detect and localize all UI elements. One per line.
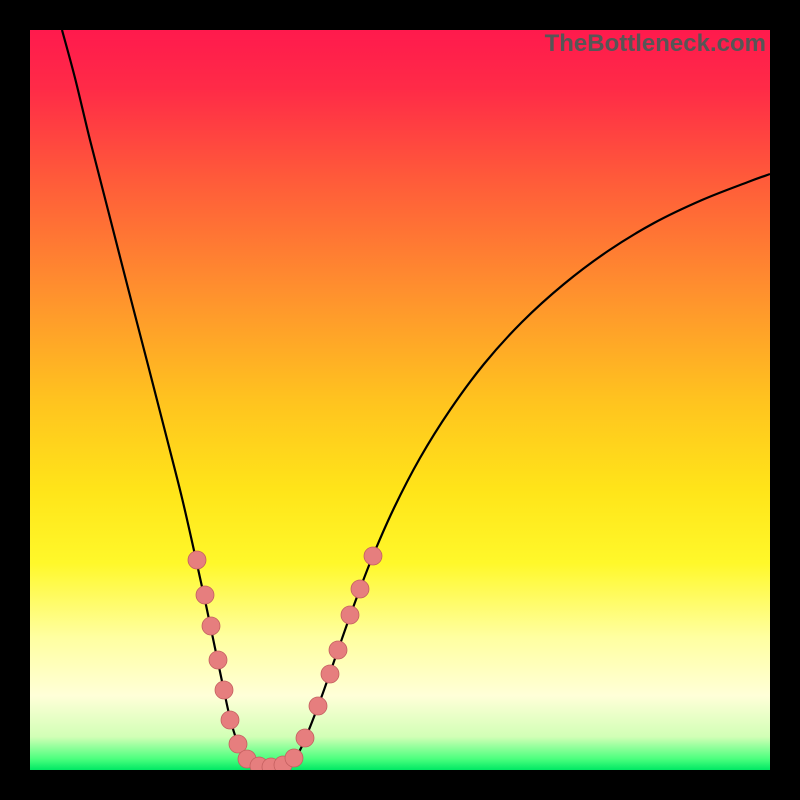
data-marker: [209, 651, 227, 669]
chart-svg: [30, 30, 770, 770]
data-marker: [221, 711, 239, 729]
bottleneck-curve: [62, 30, 770, 768]
data-marker: [321, 665, 339, 683]
plot-frame: TheBottleneck.com: [30, 30, 770, 770]
data-marker: [341, 606, 359, 624]
data-marker: [188, 551, 206, 569]
data-marker: [296, 729, 314, 747]
data-marker: [364, 547, 382, 565]
data-marker: [285, 749, 303, 767]
data-marker: [215, 681, 233, 699]
data-marker: [202, 617, 220, 635]
data-marker: [329, 641, 347, 659]
data-marker: [196, 586, 214, 604]
data-marker: [309, 697, 327, 715]
data-marker: [351, 580, 369, 598]
